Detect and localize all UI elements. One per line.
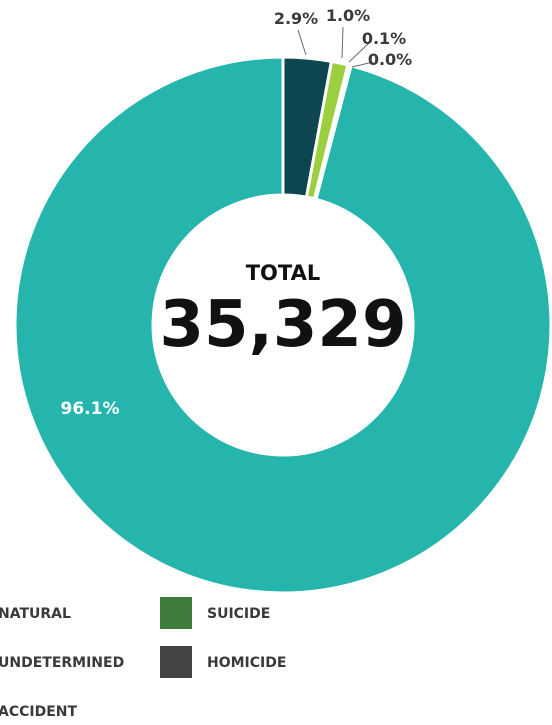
slice-accident	[13, 55, 552, 595]
leader-line-suicide	[348, 41, 371, 63]
slice-label-accident: 96.1%	[61, 399, 120, 419]
slice-label-natural: 1.0%	[326, 6, 370, 25]
leader-lines-group	[297, 26, 374, 68]
slices-group	[13, 55, 552, 595]
legend-label-suicide: SUICIDE	[207, 606, 270, 622]
center-total-value: 35,329	[160, 288, 407, 362]
legend-label-homicide: HOMICIDE	[207, 655, 286, 671]
legend-label-accident: ACCIDENT	[0, 704, 77, 720]
legend-swatch-homicide	[160, 646, 192, 678]
legend-swatch-suicide	[160, 597, 192, 629]
slice-label-suicide: 0.1%	[362, 29, 406, 48]
leader-line-homicide	[297, 29, 307, 56]
legend-label-natural: NATURAL	[0, 606, 71, 622]
leader-line-undetermined	[351, 61, 374, 68]
leader-line-natural	[341, 26, 344, 59]
slice-label-homicide: 2.9%	[274, 9, 318, 28]
center-total-label: TOTAL	[246, 261, 321, 285]
legend: NATURAL SUICIDE UNDETERMINED HOMICIDE AC…	[0, 597, 286, 720]
legend-label-undetermined: UNDETERMINED	[0, 655, 124, 671]
slice-labels-group: 2.9% 1.0% 0.1% 0.0% 96.1%	[61, 6, 413, 419]
slice-label-undetermined: 0.0%	[368, 50, 412, 69]
